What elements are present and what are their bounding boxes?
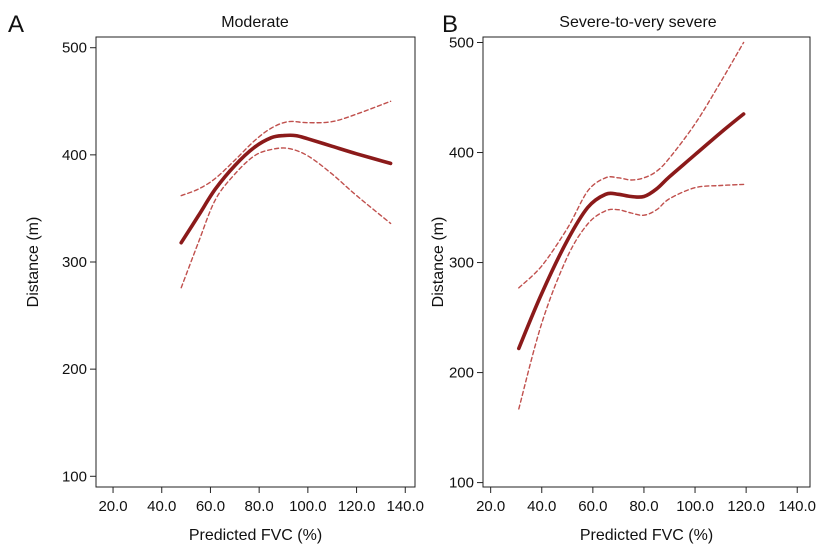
y-tick-label: 400 [62, 147, 87, 164]
x-tick-label: 120.0 [727, 498, 765, 515]
x-tick-label: 40.0 [527, 498, 556, 515]
series-fit-line [179, 133, 393, 245]
x-tick-label: 100.0 [676, 498, 714, 515]
plot-frame [95, 36, 416, 488]
panel-letter: A [8, 11, 24, 38]
x-tick-label: 60.0 [578, 498, 607, 515]
series-upper-line [180, 100, 392, 197]
y-axis-label: Distance (m) [430, 217, 447, 308]
y-tick-label: 100 [449, 475, 474, 492]
x-tick-label: 80.0 [629, 498, 658, 515]
x-tick-label: 80.0 [245, 498, 274, 515]
x-tick-label: 140.0 [778, 498, 816, 515]
panel-a: A Moderate 100 200 300 400 500 20.0 40.0 60.0 80.0… [8, 11, 424, 544]
panel-title: Moderate [221, 14, 289, 31]
panel-b: B Severe-to-very severe 100 200 300 400 500 20.… [430, 11, 816, 544]
plot-frame [482, 36, 811, 488]
x-tick-label: 40.0 [147, 498, 176, 515]
series-lower-line [180, 147, 392, 289]
x-tick-label: 60.0 [196, 498, 225, 515]
x-axis-label: Predicted FVC (%) [189, 527, 322, 544]
series-fit-line [517, 112, 746, 351]
y-tick-label: 400 [449, 145, 474, 162]
x-tick-label: 20.0 [98, 498, 127, 515]
y-tick-label: 200 [449, 365, 474, 382]
y-axis-label: Distance (m) [25, 217, 42, 308]
y-tick-label: 300 [449, 255, 474, 272]
panel-title: Severe-to-very severe [559, 14, 716, 31]
y-tick-label: 500 [62, 40, 87, 57]
x-tick-label: 20.0 [476, 498, 505, 515]
x-tick-label: 140.0 [386, 498, 424, 515]
panel-letter: B [442, 11, 458, 38]
x-tick-label: 100.0 [289, 498, 327, 515]
y-tick-label: 200 [62, 361, 87, 378]
y-tick-label: 500 [449, 35, 474, 52]
x-tick-label: 120.0 [338, 498, 376, 515]
series-upper-line [518, 41, 745, 289]
series-lower-line [518, 183, 745, 410]
x-axis-label: Predicted FVC (%) [580, 527, 713, 544]
y-tick-label: 300 [62, 254, 87, 271]
y-tick-label: 100 [62, 468, 87, 485]
